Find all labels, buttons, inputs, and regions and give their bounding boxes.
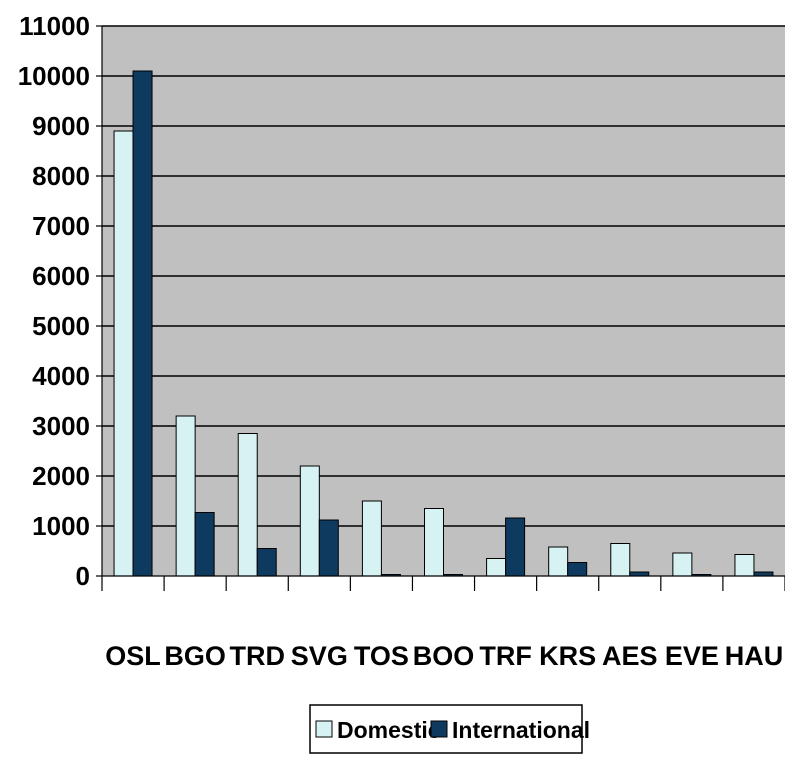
bar-tos-domestic: [361, 500, 382, 577]
x-tick-label-krs: KRS: [539, 641, 596, 671]
y-tick-label-2000: 2000: [32, 461, 90, 491]
bar-krs-domestic: [548, 546, 569, 577]
bar-trf-domestic: [486, 558, 507, 577]
plot-area: [102, 26, 785, 576]
bar-hau-domestic: [734, 554, 755, 577]
x-tick-label-eve: EVE: [665, 641, 719, 671]
bar-bgo-international: [194, 512, 215, 577]
y-tick-label-10000: 10000: [18, 61, 90, 91]
x-tick-label-osl: OSL: [105, 641, 161, 671]
x-tick-label-trf: TRF: [479, 641, 531, 671]
bar-trf-international: [505, 517, 526, 577]
y-tick-label-7000: 7000: [32, 211, 90, 241]
bar-osl-domestic: [113, 130, 134, 577]
gridlines: [102, 25, 785, 527]
x-tick-label-tos: TOS: [354, 641, 409, 671]
x-tick-label-svg: SVG: [291, 641, 348, 671]
x-tick-label-hau: HAU: [725, 641, 784, 671]
bar-osl-international: [132, 70, 153, 577]
legend-label-domestic: Domestic: [337, 717, 441, 743]
y-tick-label-5000: 5000: [32, 311, 90, 341]
bar-eve-domestic: [672, 552, 693, 577]
x-axis-tick-labels: OSL BGO TRD SVG TOS BOO TRF KRS AES EVE HAU: [105, 641, 783, 671]
y-tick-label-1000: 1000: [32, 511, 90, 541]
y-tick-label-6000: 6000: [32, 261, 90, 291]
legend-swatch-domestic: [315, 720, 333, 738]
legend-label-international: International: [452, 717, 590, 743]
legend-swatch-international: [430, 720, 448, 738]
x-tick-label-aes: AES: [602, 641, 658, 671]
bar-svg-domestic: [299, 465, 320, 577]
bar-boo-domestic: [424, 508, 444, 577]
bar-bgo-domestic: [175, 415, 196, 577]
y-tick-label-9000: 9000: [32, 111, 90, 141]
y-tick-label-8000: 8000: [32, 161, 90, 191]
y-tick-label-3000: 3000: [32, 411, 90, 441]
y-tick-label-0: 0: [76, 561, 90, 591]
y-tick-label-4000: 4000: [32, 361, 90, 391]
x-tick-label-trd: TRD: [229, 641, 285, 671]
y-tick-label-11000: 11000: [19, 11, 90, 41]
y-axis-tick-labels: 0 1000 2000 3000 4000 5000 6000 7000 8000 9000 100…: [18, 11, 90, 591]
x-tick-label-bgo: BGO: [164, 641, 226, 671]
legend: Domestic International: [309, 704, 590, 754]
bar-krs-international: [567, 562, 588, 577]
bar-svg-international: [318, 519, 339, 577]
bar-trd-international: [256, 548, 277, 577]
axes: [96, 25, 785, 591]
x-tick-label-boo: BOO: [413, 641, 475, 671]
bar-trd-domestic: [237, 433, 258, 577]
bar-aes-domestic: [610, 543, 631, 577]
